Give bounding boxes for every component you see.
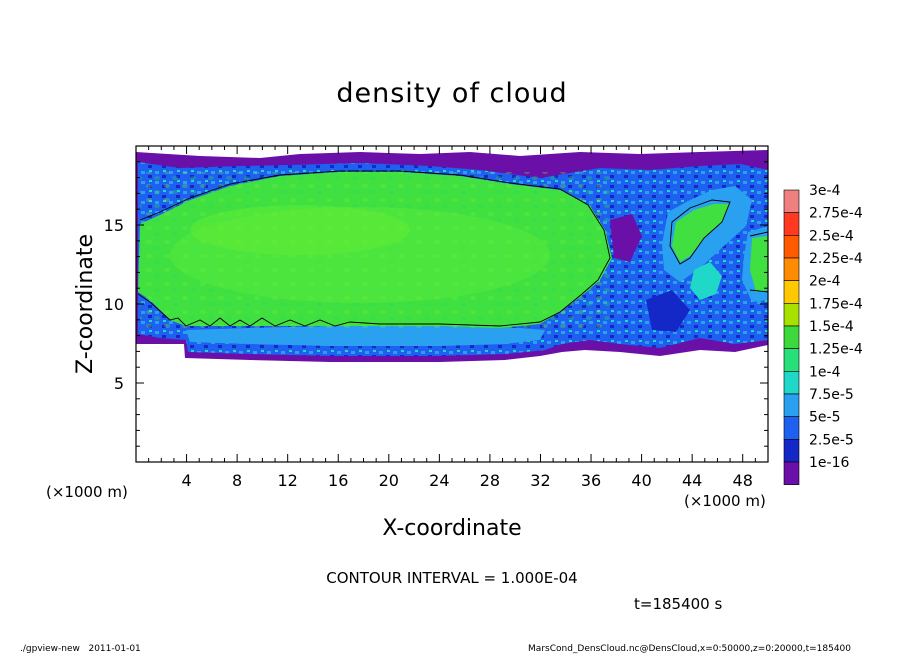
colorbar-label: 2.25e-4	[809, 251, 863, 267]
x-unit-label-left: (×1000 m)	[46, 483, 128, 501]
colorbar-label: 1.25e-4	[809, 342, 863, 358]
cloud-core-light	[170, 207, 550, 303]
x-tick-label: 4	[181, 471, 191, 490]
x-tick-label: 16	[328, 471, 348, 490]
x-tick-label: 36	[581, 471, 601, 490]
cloud-layer-cyan	[186, 326, 545, 346]
x-tick-labels: 4 8 12 16 20 24 28 32 36 40 44 48	[181, 471, 752, 490]
colorbar-label: 2e-4	[809, 274, 841, 290]
colorbar-swatch	[783, 461, 800, 485]
colorbar-swatch	[783, 348, 800, 372]
x-tick-label: 32	[530, 471, 550, 490]
colorbar-swatch	[783, 325, 800, 349]
contour-interval-text: CONTOUR INTERVAL = 1.000E-04	[326, 569, 577, 587]
colorbar-label: 2.5e-4	[809, 228, 854, 244]
colorbar-swatch	[783, 280, 800, 304]
x-tick-label: 40	[631, 471, 651, 490]
x-unit-label-right: (×1000 m)	[684, 492, 766, 510]
footer-right: MarsCond_DensCloud.nc@DensCloud,x=0:5000…	[528, 644, 851, 654]
y-axis-title: Z-coordinate	[73, 234, 98, 374]
cloud-patches-right	[610, 186, 768, 332]
chart-title: density of cloud	[336, 78, 567, 109]
colorbar-label: 3e-4	[809, 183, 841, 199]
x-tick-label: 12	[278, 471, 298, 490]
colorbar-swatch	[783, 393, 800, 417]
colorbar: 3e-4 2.75e-4 2.5e-4 2.25e-4 2e-4 1.75e-4 1.5e-…	[783, 183, 863, 485]
colorbar-swatch	[783, 212, 800, 236]
colorbar-label: 1e-16	[809, 455, 849, 471]
colorbar-label: 1.75e-4	[809, 296, 863, 312]
time-text: t=185400 s	[634, 595, 722, 613]
y-tick-label: 10	[104, 295, 124, 314]
x-tick-label: 28	[480, 471, 500, 490]
colorbar-label: 1e-4	[809, 364, 841, 380]
tick-marks	[136, 146, 768, 462]
colorbar-label: 2.75e-4	[809, 206, 863, 222]
colorbar-swatch	[783, 371, 800, 395]
x-axis-title: X-coordinate	[382, 516, 521, 541]
plot-area	[136, 146, 768, 462]
colorbar-label: 5e-5	[809, 410, 840, 426]
footer-left: ./gpview-new 2011-01-01	[20, 644, 141, 654]
x-tick-label: 48	[733, 471, 753, 490]
colorbar-swatch	[783, 439, 800, 463]
y-tick-labels: 5 10 15	[104, 216, 124, 393]
y-tick-label: 5	[114, 374, 124, 393]
x-tick-label: 24	[429, 471, 449, 490]
colorbar-swatch	[783, 303, 800, 327]
x-tick-label: 8	[232, 471, 242, 490]
colorbar-swatch	[783, 235, 800, 259]
colorbar-swatch	[783, 189, 800, 213]
x-tick-label: 44	[682, 471, 702, 490]
colorbar-label: 1.5e-4	[809, 319, 854, 335]
colorbar-swatch	[783, 416, 800, 440]
y-tick-label: 15	[104, 216, 124, 235]
colorbar-swatch	[783, 257, 800, 281]
colorbar-label: 7.5e-5	[809, 387, 854, 403]
colorbar-label: 2.5e-5	[809, 432, 854, 448]
contour-lines	[137, 170, 768, 327]
x-tick-label: 20	[379, 471, 399, 490]
